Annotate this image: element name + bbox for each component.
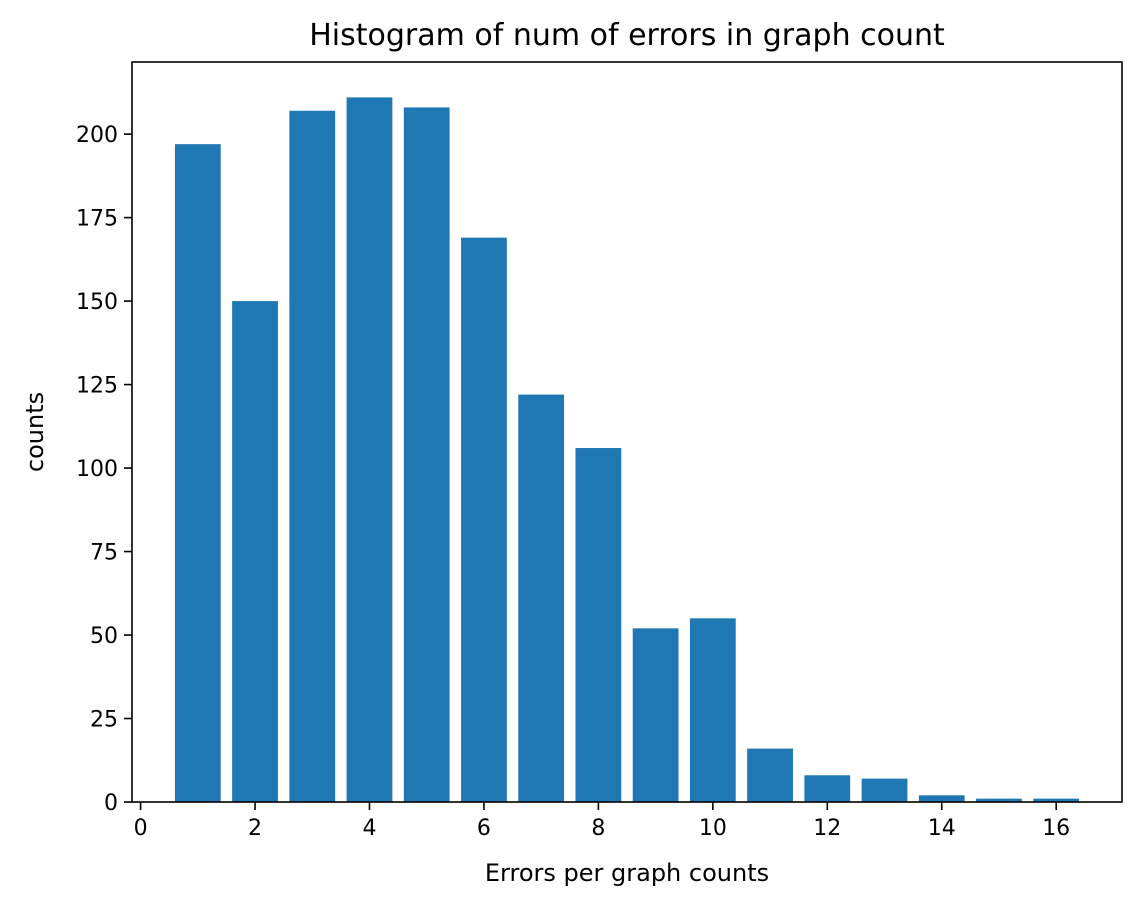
bar-15 — [976, 798, 1022, 802]
bar-3 — [289, 110, 336, 802]
bar-8 — [575, 448, 622, 802]
y-tick-label: 125 — [76, 374, 118, 399]
plot-frame — [131, 61, 1123, 803]
bar-1 — [174, 144, 221, 802]
bar-9 — [632, 628, 679, 802]
x-tick-label: 0 — [134, 816, 148, 841]
x-tick-label: 4 — [362, 816, 376, 841]
x-tick-label: 8 — [591, 816, 605, 841]
y-tick-label: 100 — [76, 457, 118, 482]
x-axis-ticks: 0 2 4 6 8 10 12 14 16 — [134, 802, 1070, 841]
x-axis-label: Errors per graph counts — [485, 859, 769, 887]
y-tick-label: 75 — [90, 541, 118, 566]
bar-5 — [403, 107, 450, 802]
bar-14 — [918, 795, 965, 802]
bar-11 — [747, 748, 793, 802]
bar-6 — [461, 237, 507, 802]
y-tick-label: 50 — [90, 624, 118, 649]
x-tick-label: 16 — [1042, 816, 1070, 841]
x-tick-label: 2 — [248, 816, 262, 841]
bar-12 — [804, 775, 851, 802]
y-tick-label: 0 — [104, 791, 118, 816]
bar-16 — [1033, 798, 1080, 802]
y-tick-label: 150 — [76, 290, 118, 315]
y-tick-label: 200 — [76, 123, 118, 148]
bars-group — [174, 97, 1080, 803]
y-axis-ticks: 0 25 50 75 100 125 150 175 200 — [76, 123, 132, 816]
x-tick-label: 12 — [813, 816, 841, 841]
y-tick-label: 25 — [90, 708, 118, 733]
bar-13 — [861, 778, 908, 802]
bar-10 — [689, 618, 736, 802]
chart-title: Histogram of num of errors in graph coun… — [309, 18, 945, 53]
y-tick-label: 175 — [76, 207, 118, 232]
bar-7 — [518, 394, 565, 802]
x-tick-label: 6 — [477, 816, 491, 841]
bar-4 — [346, 97, 393, 803]
y-axis-label: counts — [21, 392, 49, 472]
bar-2 — [232, 301, 278, 802]
x-tick-label: 10 — [699, 816, 727, 841]
x-tick-label: 14 — [928, 816, 956, 841]
